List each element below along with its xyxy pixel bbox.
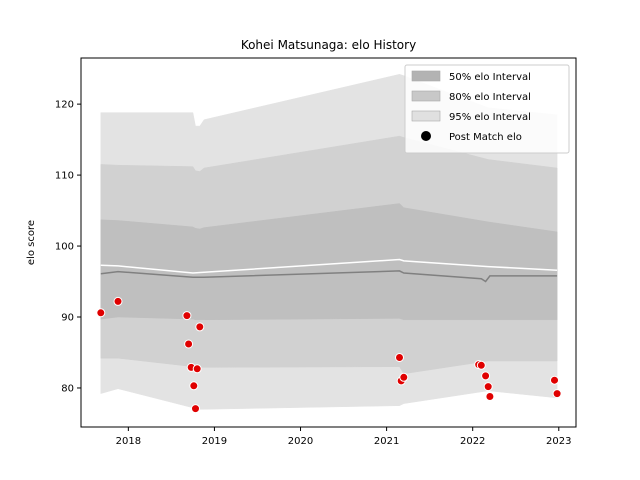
x-axis: 2018 2019 2020 2021 2022 2023 (116, 427, 572, 447)
post-match-point (399, 372, 409, 382)
post-match-point (550, 375, 559, 385)
legend-label: Post Match elo (449, 132, 522, 143)
post-match-point (184, 339, 194, 349)
post-match-point (195, 322, 205, 332)
post-match-point (395, 353, 404, 362)
trend-lines (100, 258, 558, 283)
post-match-points (96, 296, 562, 414)
legend-swatch-50-elo-interval (411, 70, 441, 82)
post-match-point (113, 296, 123, 306)
post-match-point (485, 392, 495, 401)
y-tick-label: 90 (61, 313, 74, 324)
post-match-point (96, 308, 106, 318)
mean-line (100, 258, 558, 274)
median-line (100, 270, 558, 283)
x-tick-label: 2019 (202, 436, 227, 447)
y-tick-label: 100 (55, 242, 74, 253)
band-50-elo-interval (100, 203, 558, 321)
post-match-point (552, 389, 562, 399)
legend-label: 95% elo Interval (449, 112, 531, 123)
y-axis-label: elo score (26, 220, 37, 265)
legend-box (404, 64, 570, 154)
x-tick-label: 2023 (546, 436, 571, 447)
chart-title: Kohei Matsunaga: elo History (241, 38, 416, 52)
interval-bands (100, 74, 558, 410)
legend-label: 80% elo Interval (449, 92, 531, 103)
legend-swatch-95-elo-interval (411, 110, 441, 122)
post-match-point (182, 311, 192, 321)
legend-swatch-80-elo-interval (411, 90, 441, 102)
legend-label: 50% elo Interval (449, 72, 531, 83)
post-match-point (189, 381, 199, 391)
x-tick-label: 2022 (460, 436, 485, 447)
post-match-point (481, 371, 491, 381)
x-tick-label: 2021 (374, 436, 399, 447)
post-match-point (483, 382, 493, 392)
plot-area (80, 57, 577, 428)
legend-marker-post-match-elo (421, 131, 431, 141)
post-match-point (192, 364, 202, 374)
legend: 50% elo Interval 80% elo Interval 95% elo … (404, 64, 570, 154)
y-axis: 80 90 100 110 120 (55, 100, 81, 394)
x-tick-label: 2020 (288, 436, 313, 447)
plot-frame (80, 57, 577, 428)
y-tick-label: 120 (55, 100, 74, 111)
post-match-point (476, 360, 486, 370)
y-tick-label: 80 (61, 383, 74, 394)
y-tick-label: 110 (55, 171, 74, 182)
post-match-point (191, 404, 200, 414)
x-tick-label: 2018 (116, 436, 141, 447)
